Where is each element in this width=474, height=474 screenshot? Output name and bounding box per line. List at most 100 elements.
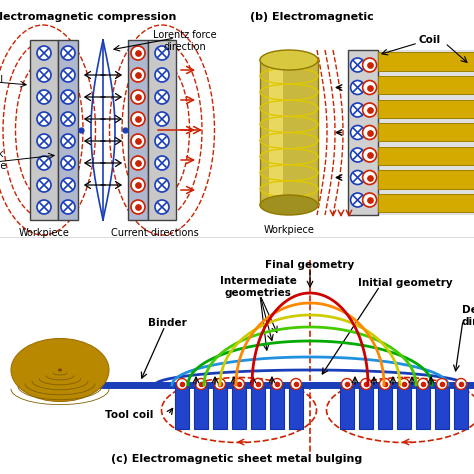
Circle shape [37, 156, 51, 170]
Circle shape [176, 379, 188, 390]
Ellipse shape [25, 347, 95, 392]
Circle shape [363, 58, 377, 72]
Bar [251, 387, 265, 429]
Circle shape [37, 178, 51, 192]
Circle shape [61, 46, 75, 60]
Circle shape [131, 90, 145, 104]
Text: Workpiece: Workpiece [264, 225, 314, 235]
Circle shape [155, 134, 169, 148]
Text: Initial geometry: Initial geometry [358, 278, 453, 288]
Bar [270, 387, 284, 429]
Circle shape [131, 68, 145, 82]
Ellipse shape [18, 343, 102, 397]
Circle shape [155, 68, 169, 82]
Circle shape [363, 126, 377, 139]
Bar [175, 387, 189, 429]
Bar [128, 40, 148, 220]
Circle shape [361, 379, 372, 390]
Ellipse shape [46, 361, 74, 379]
Bar [378, 194, 474, 212]
Circle shape [61, 178, 75, 192]
Bar [397, 387, 411, 429]
Circle shape [291, 379, 301, 390]
Ellipse shape [39, 356, 81, 383]
Circle shape [155, 156, 169, 170]
Circle shape [215, 379, 226, 390]
Text: (c) Electromagnetic sheet metal bulging: (c) Electromagnetic sheet metal bulging [111, 454, 363, 464]
Text: Workpiece: Workpiece [18, 228, 69, 238]
Ellipse shape [11, 338, 109, 401]
Circle shape [155, 112, 169, 126]
Text: Coil: Coil [0, 75, 3, 85]
Ellipse shape [260, 50, 318, 70]
Circle shape [37, 90, 51, 104]
Circle shape [363, 171, 377, 184]
Bar [435, 387, 449, 429]
Circle shape [61, 156, 75, 170]
Circle shape [131, 46, 145, 60]
Text: Current directions: Current directions [111, 228, 199, 238]
Circle shape [363, 148, 377, 162]
Circle shape [131, 200, 145, 214]
Circle shape [351, 171, 365, 184]
Text: Work
piece: Work piece [0, 149, 6, 171]
Bar [378, 100, 474, 118]
Circle shape [380, 379, 391, 390]
Bar [378, 387, 392, 429]
Bar [378, 100, 474, 118]
Circle shape [61, 112, 75, 126]
Ellipse shape [32, 352, 88, 388]
Circle shape [351, 126, 365, 139]
Circle shape [37, 46, 51, 60]
Bar [348, 50, 378, 215]
Circle shape [61, 90, 75, 104]
Bar [378, 52, 474, 71]
Text: Coil: Coil [419, 35, 441, 45]
Circle shape [363, 81, 377, 94]
Bar [378, 50, 474, 215]
Circle shape [131, 156, 145, 170]
Bar [416, 387, 430, 429]
Circle shape [131, 112, 145, 126]
Bar [378, 170, 474, 189]
Circle shape [351, 103, 365, 117]
Bar [58, 40, 78, 220]
Bar [359, 387, 373, 429]
Circle shape [437, 379, 447, 390]
Text: Defor
dire...: Defor dire... [462, 305, 474, 327]
Circle shape [61, 68, 75, 82]
Bar [289, 387, 303, 429]
Circle shape [399, 379, 410, 390]
Circle shape [351, 148, 365, 162]
Circle shape [37, 68, 51, 82]
Text: Tool coil: Tool coil [105, 410, 154, 420]
Circle shape [61, 200, 75, 214]
Ellipse shape [58, 368, 62, 372]
Circle shape [37, 112, 51, 126]
Circle shape [363, 193, 377, 207]
Circle shape [131, 134, 145, 148]
Circle shape [155, 178, 169, 192]
Text: Final geometry: Final geometry [265, 260, 355, 270]
Bar [378, 76, 474, 94]
Circle shape [234, 379, 245, 390]
Bar [378, 123, 474, 141]
Circle shape [61, 134, 75, 148]
Text: (a) Electromagnetic compression: (a) Electromagnetic compression [0, 12, 176, 22]
Bar [378, 52, 474, 71]
Text: Binder: Binder [148, 318, 187, 328]
Bar [260, 60, 318, 205]
Bar [378, 76, 474, 94]
Text: Intermediate
geometries: Intermediate geometries [219, 276, 296, 298]
Circle shape [363, 103, 377, 117]
Circle shape [37, 200, 51, 214]
Text: Lorentz force
direction: Lorentz force direction [153, 30, 217, 52]
Bar [378, 146, 474, 165]
Bar [148, 40, 176, 220]
Circle shape [253, 379, 264, 390]
Bar [378, 146, 474, 165]
Bar [340, 387, 354, 429]
Circle shape [351, 81, 365, 94]
Bar [378, 170, 474, 189]
Ellipse shape [53, 365, 67, 374]
